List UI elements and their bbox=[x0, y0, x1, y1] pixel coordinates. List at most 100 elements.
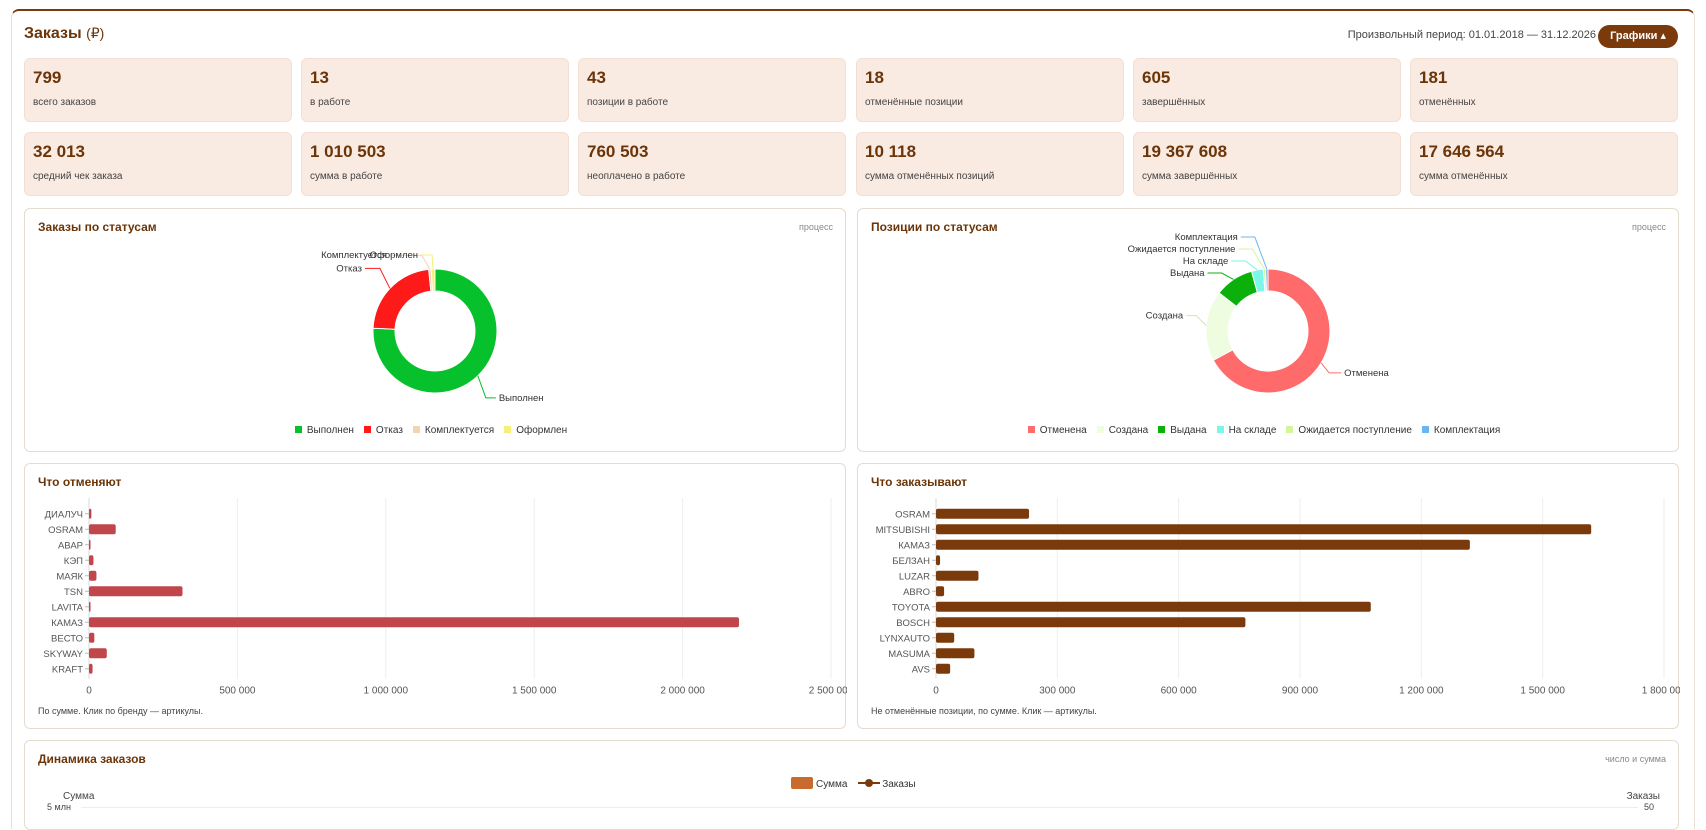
x-tick-label: 900 000 bbox=[1282, 686, 1319, 695]
panel-orders-by-status: Заказы по статусам процесс Выполнен Отказ… bbox=[24, 208, 846, 452]
panel-orders-dynamics: Динамика заказов число и сумма Сумма Зак… bbox=[24, 740, 1679, 830]
bar-luzar[interactable] bbox=[936, 570, 979, 581]
x-tick-label: 1 800 000 bbox=[1642, 686, 1680, 695]
y-tick-label-tsn[interactable]: TSN bbox=[64, 587, 83, 598]
bar-skyway[interactable] bbox=[89, 648, 107, 659]
kpi-value: 17 646 564 bbox=[1419, 142, 1505, 161]
label-line-создана bbox=[1186, 315, 1207, 327]
bar-abro[interactable] bbox=[936, 586, 945, 597]
dynamics-legend: Сумма Заказы bbox=[791, 777, 916, 790]
bar-tsn[interactable] bbox=[89, 586, 183, 597]
kpi-sum-completed[interactable]: 19 367 608 сумма завершённых bbox=[1133, 132, 1401, 196]
y-tick-label-abro[interactable]: ABRO bbox=[903, 587, 930, 598]
kpi-sum-in-work[interactable]: 1 010 503 сумма в работе bbox=[301, 132, 569, 196]
legend-item-отменена[interactable]: Отменена bbox=[1027, 425, 1087, 436]
y-tick-label-авар[interactable]: АВАР bbox=[58, 540, 83, 551]
kpi-value: 10 118 bbox=[865, 142, 917, 161]
kpi-label: сумма отменённых bbox=[1419, 171, 1508, 182]
x-tick-label: 1 500 000 bbox=[1520, 686, 1565, 695]
bar-маяк[interactable] bbox=[89, 570, 97, 581]
legend-swatch bbox=[504, 426, 512, 433]
kpi-cancelled-positions[interactable]: 18 отменённые позиции bbox=[856, 58, 1124, 122]
legend-item-оформлен[interactable]: Оформлен bbox=[504, 425, 567, 436]
kpi-completed[interactable]: 605 завершённых bbox=[1133, 58, 1401, 122]
y-tick-label-avs[interactable]: AVS bbox=[912, 664, 930, 675]
bar-osram[interactable] bbox=[936, 508, 1030, 519]
legend-item-отказ[interactable]: Отказ bbox=[363, 425, 403, 436]
left-axis-title: Сумма bbox=[63, 791, 95, 802]
y-tick-label-белзан[interactable]: БЕЛЗАН bbox=[892, 556, 930, 567]
kpi-label: сумма завершённых bbox=[1142, 171, 1238, 182]
bar-lynxauto[interactable] bbox=[936, 632, 955, 643]
kpi-sum-cancelled[interactable]: 17 646 564 сумма отменённых bbox=[1410, 132, 1678, 196]
bar-белзан[interactable] bbox=[936, 555, 941, 566]
legend-orders[interactable]: Заказы bbox=[882, 779, 916, 790]
panel-what-cancelled: Что отменяют 0 500 000 1 000 000 1 500 000 2… bbox=[24, 463, 847, 729]
bar-toyota[interactable] bbox=[936, 601, 1371, 612]
legend-item-создана[interactable]: Создана bbox=[1096, 425, 1148, 436]
slice-комплектация[interactable] bbox=[1265, 268, 1269, 292]
bar-камаз[interactable] bbox=[89, 617, 739, 628]
kpi-positions-in-work[interactable]: 43 позиции в работе bbox=[578, 58, 846, 122]
orders-status-legend: Выполнен Отказ Комплектуется Оформлен bbox=[25, 425, 847, 436]
slice-выполнен[interactable] bbox=[372, 268, 498, 394]
y-tick-label-маяк[interactable]: МАЯК bbox=[56, 571, 83, 582]
y-tick-label-камаз[interactable]: КАМАЗ bbox=[51, 618, 83, 629]
kpi-sum-cancelled-positions[interactable]: 10 118 сумма отменённых позиций bbox=[856, 132, 1124, 196]
bar-masuma[interactable] bbox=[936, 648, 975, 659]
legend-item-ожидается-поступление[interactable]: Ожидается поступление bbox=[1286, 425, 1412, 436]
kpi-in-work[interactable]: 13 в работе bbox=[301, 58, 569, 122]
x-tick-label: 2 500 000 bbox=[809, 686, 847, 695]
kpi-total-orders[interactable]: 799 всего заказов bbox=[24, 58, 292, 122]
slice-отменена[interactable] bbox=[1212, 268, 1331, 394]
legend-sum[interactable]: Сумма bbox=[816, 779, 848, 790]
y-tick-label-весто[interactable]: ВЕСТО bbox=[51, 633, 83, 644]
y-tick-label-toyota[interactable]: TOYOTA bbox=[892, 602, 931, 613]
bar-kraft[interactable] bbox=[89, 663, 93, 674]
legend-item-выдана[interactable]: Выдана bbox=[1158, 425, 1207, 436]
bar-mitsubishi[interactable] bbox=[936, 524, 1592, 535]
bar-lavita[interactable] bbox=[89, 601, 91, 612]
bar-bosch[interactable] bbox=[936, 617, 1246, 628]
slice-отказ[interactable] bbox=[372, 268, 432, 330]
legend-item-комплектация[interactable]: Комплектация bbox=[1421, 425, 1500, 436]
y-tick-label-lavita[interactable]: LAVITA bbox=[52, 602, 84, 613]
bar-avs[interactable] bbox=[936, 663, 951, 674]
y-tick-label-osram[interactable]: OSRAM bbox=[895, 509, 930, 520]
legend-swatch bbox=[412, 426, 420, 433]
slice-оформлен[interactable] bbox=[430, 268, 436, 292]
y-tick-label-кэп[interactable]: КЭП bbox=[64, 556, 83, 567]
bar-osram[interactable] bbox=[89, 524, 116, 535]
y-tick-label-диалуч[interactable]: ДИАЛУЧ bbox=[45, 509, 83, 520]
label-отказ: Отказ bbox=[336, 263, 362, 274]
y-tick-label-lynxauto[interactable]: LYNXAUTO bbox=[880, 633, 930, 644]
y-tick-label-kraft[interactable]: KRAFT bbox=[52, 664, 83, 675]
y-tick-label-bosch[interactable]: BOSCH bbox=[896, 618, 930, 629]
y-tick-label-masuma[interactable]: MASUMA bbox=[888, 649, 930, 660]
bar-авар[interactable] bbox=[89, 539, 91, 550]
legend-swatch bbox=[1286, 426, 1294, 433]
period-label[interactable]: Произвольный период: 01.01.2018 — 31.12.… bbox=[1347, 29, 1596, 41]
bar-камаз[interactable] bbox=[936, 539, 1470, 550]
kpi-avg-check[interactable]: 32 013 средний чек заказа bbox=[24, 132, 292, 196]
y-tick-label-skyway[interactable]: SKYWAY bbox=[43, 649, 83, 660]
label-выполнен: Выполнен bbox=[499, 393, 544, 404]
kpi-value: 1 010 503 bbox=[310, 142, 386, 161]
x-tick-label: 0 bbox=[933, 686, 939, 695]
charts-toggle-button[interactable]: Графики ▴ bbox=[1598, 25, 1678, 48]
label-line-ожидается-поступление bbox=[1238, 248, 1265, 270]
bar-кэп[interactable] bbox=[89, 555, 94, 566]
kpi-cancelled[interactable]: 181 отменённых bbox=[1410, 58, 1678, 122]
y-tick-label-камаз[interactable]: КАМАЗ bbox=[898, 540, 930, 551]
bar-весто[interactable] bbox=[89, 632, 95, 643]
bar-диалуч[interactable] bbox=[89, 508, 92, 519]
y-tick-label-luzar[interactable]: LUZAR bbox=[899, 571, 930, 582]
y-tick-label-osram[interactable]: OSRAM bbox=[48, 525, 83, 536]
label-оформлен: Оформлен bbox=[370, 250, 418, 261]
legend-item-на-складе[interactable]: На складе bbox=[1216, 425, 1276, 436]
y-tick-label-mitsubishi[interactable]: MITSUBISHI bbox=[876, 525, 930, 536]
legend-item-комплектуется[interactable]: Комплектуется bbox=[412, 425, 494, 436]
kpi-unpaid-in-work[interactable]: 760 503 неоплачено в работе bbox=[578, 132, 846, 196]
legend-item-выполнен[interactable]: Выполнен bbox=[294, 425, 354, 436]
